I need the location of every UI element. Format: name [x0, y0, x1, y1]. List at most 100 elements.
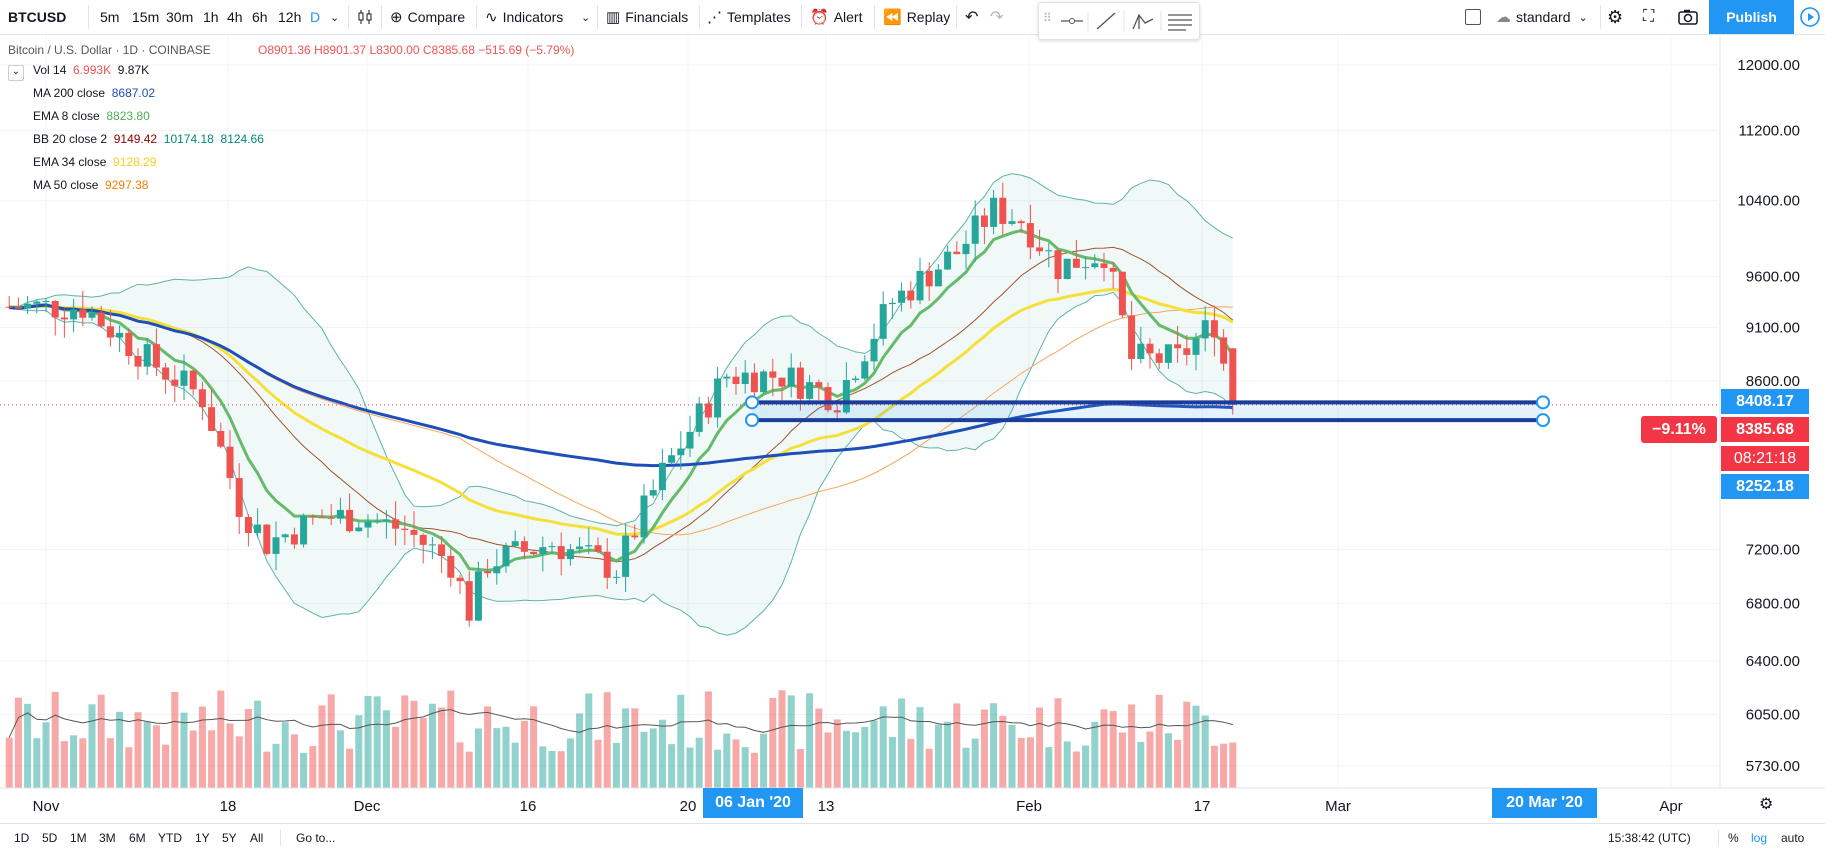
candle-body — [668, 455, 676, 463]
candle-body — [134, 356, 142, 367]
legend-change: −515.69 (−5.79%) — [478, 43, 575, 57]
volume-bar — [898, 698, 906, 788]
candle-body — [1174, 344, 1182, 349]
candle-body — [815, 382, 823, 387]
candle-body — [438, 544, 446, 556]
layout-checkbox[interactable] — [1465, 0, 1481, 34]
log-scale-toggle[interactable]: log — [1751, 831, 1768, 845]
fib-tool-icon[interactable] — [1132, 13, 1154, 30]
top-toolbar: BTCUSD 5m 15m 30m 1h 4h 6h 12h D ⌄ ⊕ Comp… — [0, 0, 1825, 35]
volume-bar — [300, 752, 308, 788]
indicators-chevron-icon[interactable]: ⌄ — [581, 11, 591, 24]
undo-icon[interactable]: ↶ — [965, 9, 979, 26]
range-ytd[interactable]: YTD — [158, 831, 182, 845]
interval-12h[interactable]: 12h — [278, 9, 302, 25]
symbol-search[interactable]: BTCUSD — [8, 9, 67, 25]
candle-body — [1054, 250, 1062, 280]
settings-gear-icon[interactable]: ⚙ — [1607, 6, 1624, 27]
legend-row-ma50[interactable]: MA 50 close 9297.38 — [33, 178, 149, 192]
interval-1h[interactable]: 1h — [203, 9, 219, 25]
interval-5m[interactable]: 5m — [100, 9, 120, 25]
volume-bar — [180, 712, 188, 788]
legend-row-ema34[interactable]: EMA 34 close 9128.29 — [33, 155, 157, 169]
lower-line-price-badge: 8252.18 — [1721, 474, 1809, 499]
legend-row-vol[interactable]: Vol 14 6.993K 9.87K — [33, 63, 150, 77]
fullscreen-icon[interactable]: ⛶ — [1643, 8, 1655, 25]
interval-15m[interactable]: 15m — [132, 9, 160, 25]
trend-line-tool-icon[interactable] — [1096, 12, 1116, 30]
range-5y[interactable]: 5Y — [222, 831, 237, 845]
horizontal-line-tool-icon[interactable] — [1061, 18, 1083, 24]
volume-bar — [695, 737, 703, 788]
alert-button[interactable]: ⏰ Alert — [810, 0, 862, 34]
candle-body — [557, 546, 565, 560]
percent-scale-toggle[interactable]: % — [1728, 831, 1739, 845]
price-tick-label: 10400.00 — [1737, 193, 1800, 210]
candle-body — [456, 577, 464, 582]
candle-body — [318, 517, 326, 519]
candle-body — [5, 306, 13, 308]
candle-body — [888, 302, 896, 305]
candle-body — [999, 197, 1007, 224]
time-axis-settings-gear-icon[interactable]: ⚙ — [1759, 796, 1774, 813]
range-all[interactable]: All — [250, 831, 264, 845]
volume-bar — [576, 713, 584, 788]
candle-body — [208, 407, 216, 431]
range-1d[interactable]: 1D — [14, 831, 30, 845]
interval-30m[interactable]: 30m — [166, 9, 194, 25]
compare-button[interactable]: ⊕ Compare — [390, 0, 465, 34]
volume-bar — [649, 728, 657, 788]
chart-type-candles-icon[interactable] — [356, 0, 374, 34]
volume-bar — [484, 706, 492, 788]
publish-button[interactable]: Publish — [1709, 0, 1794, 34]
redo-icon[interactable]: ↷ — [990, 9, 1004, 26]
price-tick-label: 5730.00 — [1746, 758, 1800, 775]
templates-button[interactable]: ⋰ Templates — [707, 0, 791, 34]
price-tick-label: 7200.00 — [1746, 541, 1800, 558]
replay-button[interactable]: ⏪ Replay — [883, 0, 950, 34]
alarm-clock-icon: ⏰ — [810, 9, 829, 26]
range-5d[interactable]: 5D — [42, 831, 58, 845]
menu-lines-icon[interactable] — [1168, 14, 1192, 31]
volume-bar — [1100, 709, 1108, 788]
candle-body — [576, 546, 584, 550]
range-1y[interactable]: 1Y — [195, 831, 210, 845]
drag-handle-icon[interactable]: ⠿ — [1043, 11, 1052, 25]
volume-bar — [530, 706, 538, 788]
candle-body — [116, 332, 124, 338]
volume-bar — [88, 704, 96, 788]
divider — [874, 5, 875, 29]
play-circle-icon[interactable] — [1794, 0, 1825, 34]
interval-6h[interactable]: 6h — [252, 9, 268, 25]
candle-body — [484, 571, 492, 574]
square-icon — [1465, 9, 1481, 25]
interval-d[interactable]: D — [310, 9, 321, 25]
replay-label: Replay — [906, 9, 951, 25]
layout-selector[interactable]: ☁ standard ⌄ — [1496, 0, 1588, 34]
chevron-down-icon: ⌄ — [8, 65, 24, 81]
range-3m[interactable]: 3M — [99, 831, 116, 845]
financials-button[interactable]: ▥ Financials — [606, 0, 688, 34]
auto-scale-toggle[interactable]: auto — [1781, 831, 1805, 845]
indicators-button[interactable]: ∿ Indicators — [485, 0, 563, 34]
interval-dropdown-chevron-icon[interactable]: ⌄ — [330, 11, 340, 24]
time-tick-label: 17 — [1194, 798, 1211, 815]
volume-bar — [410, 700, 418, 788]
volume-bar — [281, 722, 289, 788]
volume-bar — [1155, 694, 1163, 788]
chart-canvas[interactable]: 12000.00 11200.00 10400.00 9600.00 9100.00 86… — [0, 35, 1825, 823]
camera-icon[interactable] — [1678, 0, 1698, 34]
legend-row-bb[interactable]: BB 20 close 2 9149.42 10174.18 8124.66 — [33, 132, 264, 146]
volume-bar — [944, 721, 952, 788]
legend-collapse-toggle[interactable]: ⌄ — [8, 63, 24, 81]
candle-body — [1100, 263, 1108, 268]
goto-button[interactable]: Go to... — [296, 831, 336, 845]
legend-row-ma200[interactable]: MA 200 close 8687.02 — [33, 86, 156, 100]
interval-4h[interactable]: 4h — [227, 9, 243, 25]
volume-bar — [162, 744, 170, 788]
range-6m[interactable]: 6M — [129, 831, 146, 845]
range-1m[interactable]: 1M — [70, 831, 87, 845]
volume-bar — [51, 691, 59, 788]
horizontal-lines[interactable] — [745, 395, 1550, 428]
legend-row-ema8[interactable]: EMA 8 close 8823.80 — [33, 109, 150, 123]
